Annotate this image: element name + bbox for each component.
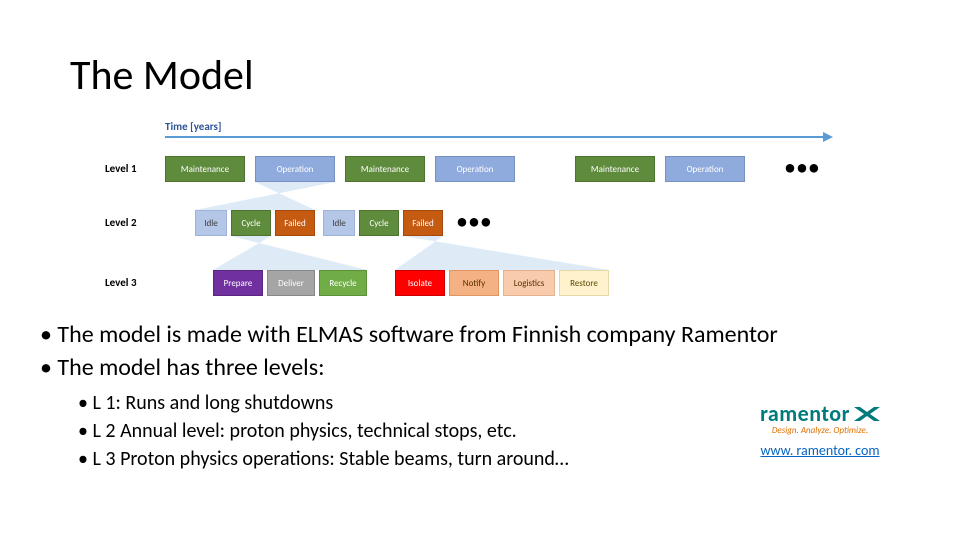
diagram-block: Cycle [231, 210, 271, 236]
logo-mark-row: ramentor [740, 400, 900, 427]
row-label-l2: Level 2 [105, 216, 137, 229]
logo-link[interactable]: www. ramentor. com [740, 442, 900, 459]
diagram-block: Isolate [395, 270, 445, 296]
diagram-block: Maintenance [165, 156, 245, 182]
row-label-l1: Level 1 [105, 162, 137, 175]
diagram-block: Recycle [319, 270, 367, 296]
diagram-block: Deliver [267, 270, 315, 296]
row-label-l3: Level 3 [105, 276, 137, 289]
diagram-block: Maintenance [575, 156, 655, 182]
projection-shape [195, 182, 335, 210]
diagram-block: Prepare [213, 270, 263, 296]
diagram-block: Operation [255, 156, 335, 182]
diagram-block: Operation [435, 156, 515, 182]
bullet-1: The model is made with ELMAS software fr… [40, 320, 920, 351]
diagram-block: Notify [449, 270, 499, 296]
slide: The Model Time [years] Level 1Level 2Lev… [0, 0, 960, 540]
diagram-block: Failed [275, 210, 315, 236]
diagram-block: Failed [403, 210, 443, 236]
projection-shape [395, 236, 609, 270]
slide-title: The Model [70, 50, 254, 101]
diagram-block: Idle [195, 210, 227, 236]
logo-wordmark: ramentor [760, 400, 850, 427]
diagram-block: Cycle [359, 210, 399, 236]
logo-x-icon [854, 403, 880, 425]
ellipsis-dots: ••• [457, 210, 493, 234]
diagram-block: Idle [323, 210, 355, 236]
diagram-block: Operation [665, 156, 745, 182]
diagram-block: Logistics [503, 270, 555, 296]
diagram-block: Maintenance [345, 156, 425, 182]
projection-shape [213, 236, 367, 270]
ramentor-logo: ramentor Design. Analyze. Optimize. www.… [740, 400, 900, 459]
bullet-2: The model has three levels: [40, 353, 920, 384]
diagram-block: Restore [559, 270, 609, 296]
ellipsis-dots: ••• [785, 156, 821, 180]
